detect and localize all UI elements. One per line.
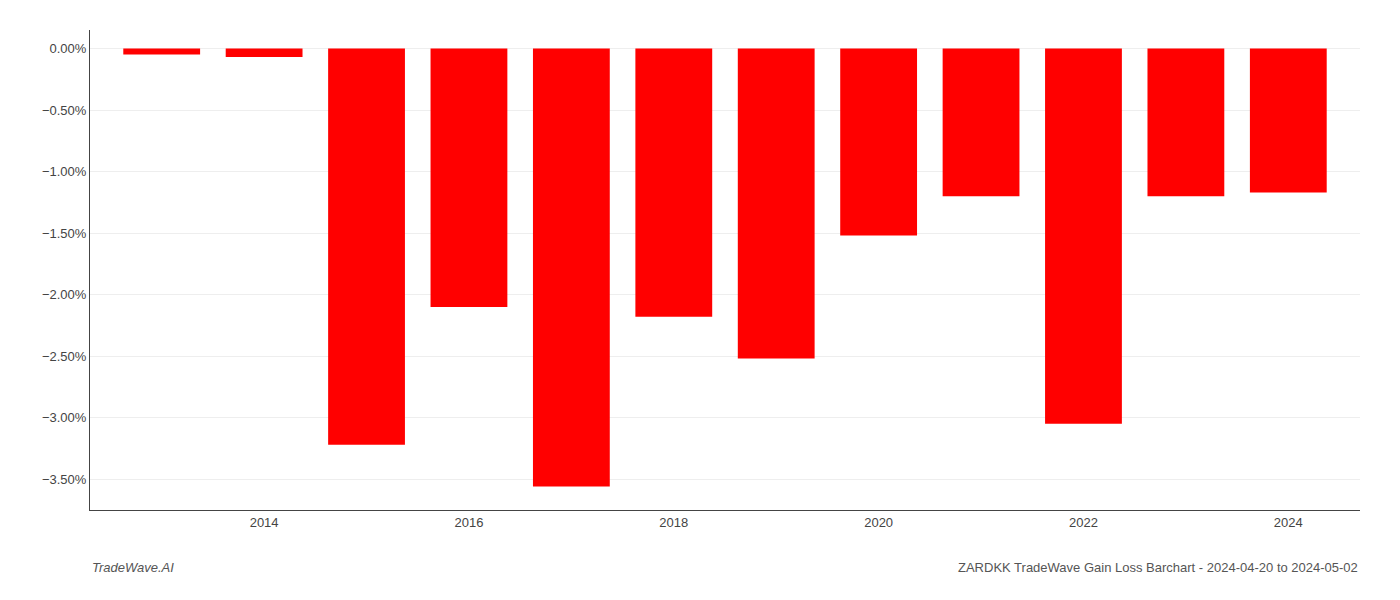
svg-text:2020: 2020: [864, 515, 893, 530]
svg-text:−3.00%: −3.00%: [42, 410, 87, 425]
svg-text:−0.50%: −0.50%: [42, 103, 87, 118]
svg-text:2018: 2018: [659, 515, 688, 530]
svg-text:−3.50%: −3.50%: [42, 472, 87, 487]
svg-text:TradeWave.AI: TradeWave.AI: [92, 560, 174, 575]
svg-text:2024: 2024: [1274, 515, 1303, 530]
svg-text:−2.00%: −2.00%: [42, 287, 87, 302]
svg-text:2016: 2016: [454, 515, 483, 530]
svg-text:0.00%: 0.00%: [50, 41, 87, 56]
svg-text:2022: 2022: [1069, 515, 1098, 530]
svg-text:−1.50%: −1.50%: [42, 226, 87, 241]
svg-text:−1.00%: −1.00%: [42, 164, 87, 179]
svg-text:2014: 2014: [250, 515, 279, 530]
svg-text:−2.50%: −2.50%: [42, 349, 87, 364]
svg-text:ZARDKK TradeWave Gain Loss Bar: ZARDKK TradeWave Gain Loss Barchart - 20…: [958, 560, 1358, 575]
